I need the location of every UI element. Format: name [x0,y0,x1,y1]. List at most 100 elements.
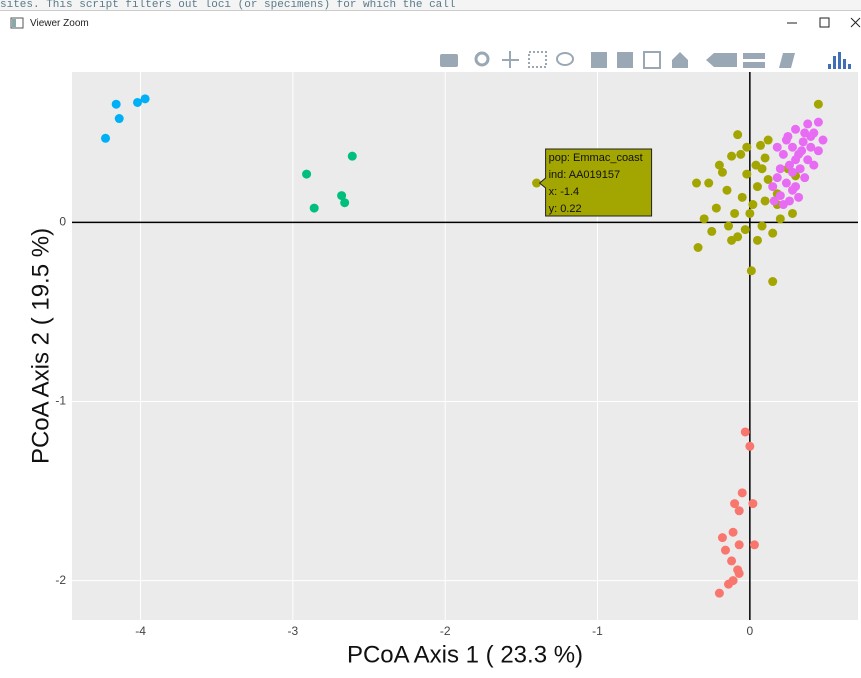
point [111,99,121,109]
tooltip-line: pop: Emmac_coast [549,152,643,164]
point [704,178,714,188]
point [748,499,758,509]
x-tick-label: -1 [592,624,603,638]
point [813,146,823,156]
point [800,173,810,183]
point [745,208,755,218]
point [778,149,788,159]
point [813,117,823,127]
lasso-icon[interactable] [556,52,574,66]
point [757,164,767,174]
point [752,182,762,192]
point [717,533,727,543]
point [740,427,750,437]
point [803,155,813,165]
point [728,527,738,537]
zoom-out-icon[interactable] [617,52,633,68]
point [768,228,778,238]
point [748,200,758,210]
point [730,499,740,509]
window-title: Viewer Zoom [30,18,89,29]
camera-icon[interactable] [440,54,458,67]
x-tick-label: 0 [747,624,754,638]
point [727,151,737,161]
point [763,135,773,145]
x-tick-label: -4 [135,624,146,638]
point [734,506,744,516]
point [813,99,823,109]
point [347,151,357,161]
tooltip-line: ind: AA019157 [549,169,621,181]
point [795,164,805,174]
point [707,226,717,236]
point [114,114,124,124]
hover-closest-icon[interactable] [743,53,765,59]
point [781,178,791,188]
point [734,568,744,578]
point [309,203,319,213]
x-tick-label: -3 [288,624,299,638]
reset-icon[interactable] [672,52,688,68]
y-axis-title: PCoA Axis 2 ( 19.5 %) [27,228,54,464]
point [714,588,724,598]
hover-compare-icon[interactable] [743,62,765,68]
point [763,174,773,184]
y-tick-label: -2 [55,573,66,587]
point [788,208,797,218]
autoscale-icon[interactable] [643,51,661,69]
close-button[interactable] [850,17,861,28]
point [781,135,791,145]
point [800,128,810,138]
point [692,178,702,188]
point [337,191,347,201]
point [752,235,762,245]
point [772,142,782,152]
y-tick-label: -1 [55,394,66,408]
pan-icon[interactable] [502,51,519,68]
point [745,441,755,451]
hover-tooltip: pop: Emmac_coast ind: AA019157 x: -1.4 y: 0… [538,148,653,217]
point [757,221,767,231]
plotly-logo[interactable] [828,52,851,69]
point [788,142,797,152]
point [727,556,737,566]
zoom-in-icon[interactable] [591,52,607,68]
point [772,173,782,183]
point [784,160,794,170]
point [768,277,778,287]
background-editor-text: sites. This script filters out loci (or … [0,0,861,12]
point [722,185,732,195]
plot: PCoA Axis 1 ( 23.3 %) PCoA Axis 2 ( 19.5… [27,51,858,668]
point [775,164,785,174]
point [749,540,759,550]
maximize-button[interactable] [819,17,830,28]
point [756,140,766,150]
point [742,169,752,179]
point [736,149,746,159]
edit-icon[interactable] [779,53,795,68]
point [803,119,813,129]
window-icon [10,17,24,29]
point [797,146,807,156]
point [302,169,312,179]
point [775,214,785,224]
plot-background [72,72,858,620]
point [724,579,734,589]
title-bar: Viewer Zoom [0,10,861,35]
point [778,200,788,210]
box-select-icon[interactable] [528,51,547,68]
point [746,266,756,276]
zoom-icon[interactable] [474,51,490,67]
point [791,124,801,134]
point [788,167,797,177]
point [788,185,797,195]
spike-icon[interactable] [706,53,737,67]
point [769,196,779,206]
point [760,153,770,163]
x-axis-title: PCoA Axis 1 ( 23.3 %) [347,641,583,668]
point [791,155,801,165]
point [794,192,804,202]
point [733,130,743,140]
point [724,221,734,231]
